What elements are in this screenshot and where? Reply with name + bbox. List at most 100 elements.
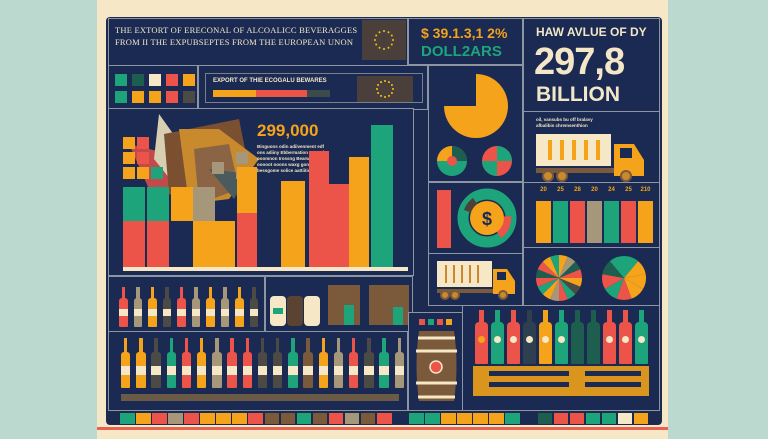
bottle-label [606,336,613,343]
strip-cell [569,413,585,424]
color-square [149,74,161,86]
bottle-neck [165,287,169,299]
bottle-neck [639,310,644,324]
bottle-label [177,309,186,317]
eu-flag-icon [362,20,406,60]
bottle-icon [491,322,504,364]
pies-panel [523,247,660,306]
bottle-label [162,309,172,317]
color-square [137,152,149,164]
strip-cell [457,413,472,424]
bottle-label [133,309,143,317]
bar-label: 25 [625,187,632,193]
strip-cell [344,413,360,424]
bottle-label [191,309,201,317]
bottle-neck [230,338,234,353]
chart-bar [237,213,257,267]
pie-slice [602,274,624,289]
bottle-neck [623,310,628,324]
export-panel: EXPORT OF THIE ECOGALU BEWARES [198,65,428,110]
pie-slice [550,278,559,301]
jar-icon [287,296,303,326]
pie-panel [428,65,523,182]
bottle-label [288,365,298,375]
strip-cell [409,413,424,424]
bottle-neck [511,310,516,324]
bottle-neck [124,338,128,353]
bottle-neck [179,287,184,299]
bottle-label [257,365,268,375]
bottle-icon [635,322,648,364]
bottle-label [349,365,359,375]
bottle-label [151,365,161,375]
pie-slice [559,278,568,301]
bottle-label [478,336,485,343]
bar-label: 20 [591,187,598,193]
bar [604,201,619,243]
main-body-text: Binguons odin adiivenment edf ons adiiny … [257,144,327,173]
bottle-label [379,365,389,375]
bottle-icon [507,322,520,364]
bottle-icon [475,322,488,364]
bottle-icon [555,322,568,364]
color-square [123,167,135,179]
export-label: EXPORT OF THIE ECOGALU BEWARES [213,78,327,84]
title-line-2: FROM II THE EXPUBSEPTES FROM THE EUROPEA… [115,37,354,47]
bottle-icon [603,322,616,364]
bottle-label [249,309,259,317]
bottle-neck [215,338,219,353]
bottle-label [181,365,192,375]
bottle-neck [245,338,249,353]
bottle-neck [495,310,500,324]
bottle-neck [607,310,612,324]
color-square [115,74,127,86]
box-stack [369,285,409,325]
bottle-label [303,365,313,375]
pie-slice [542,256,559,278]
bottle-label [220,309,230,317]
chart-bar [329,184,349,267]
strip-cell [296,413,312,424]
bottle-neck [527,310,532,324]
bar-label: 20 [540,187,547,193]
bottle-neck [184,338,189,353]
export-bar-orange [213,90,256,97]
bottle-label [121,365,131,375]
strip-cell [553,413,569,424]
bottle-neck [543,310,548,324]
bottle-neck [150,287,155,299]
chart-bar [215,221,235,267]
bottle-neck [194,287,198,299]
color-square [115,91,127,103]
value-heading: HAW AVLUE OF DY [536,25,647,39]
bottle-neck [575,310,580,324]
pallet-panel [462,305,660,411]
bottle-label [558,336,565,343]
bar [536,201,551,243]
strip-cell [328,413,344,424]
strip-cell [136,413,151,424]
bottom-color-strip [120,413,650,424]
strip-cell [376,413,392,424]
bottle-neck [169,338,173,353]
bar [587,201,602,243]
bottle-label [622,336,629,343]
pie-slice [624,274,646,289]
pie-slice [604,278,624,299]
truck-icon [437,261,515,300]
bottle-icon [619,322,632,364]
eu-flag-icon [357,76,413,102]
strip-cell [280,413,296,424]
bottle-neck [121,287,126,299]
chart-bar [147,187,169,221]
bar-label: 210 [640,187,651,193]
jar-icon [304,296,320,326]
bar-label: 24 [608,187,615,193]
chart-bar [193,221,215,267]
strip-cell [168,413,183,424]
truck-icon [536,134,644,182]
chart-bar [281,181,305,267]
bottle-neck [321,338,325,353]
barrel-icon [416,319,457,401]
strip-cell [521,413,537,424]
